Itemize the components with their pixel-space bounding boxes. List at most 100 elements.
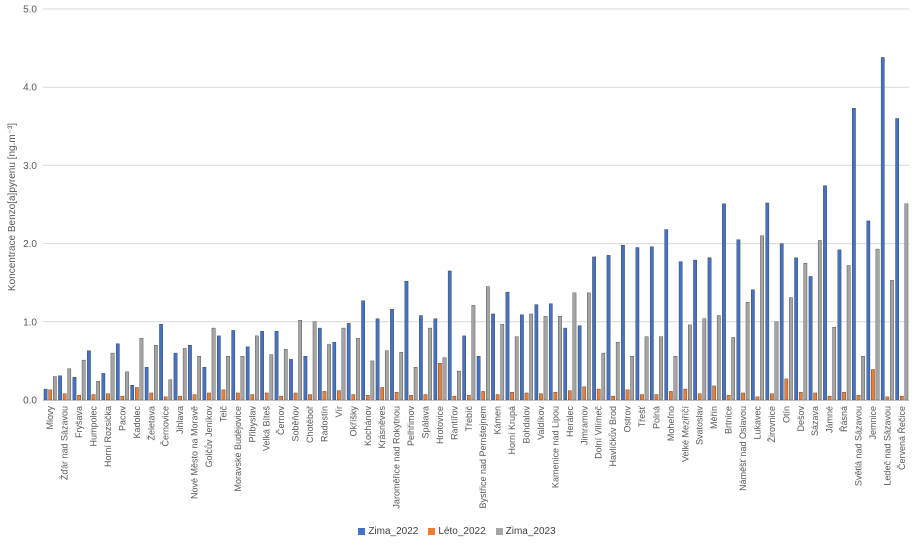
bar-zima_2022 [231,330,236,401]
bar-zima_2023 [327,344,331,401]
bar-zima_2023 [67,368,72,401]
bar-zima_2022 [693,259,697,401]
bar-léto_2022 [654,394,659,401]
bar-zima_2022 [101,373,106,401]
bar-zima_2022 [159,323,163,401]
x-tick-label: Kamenice nad Lipou [550,406,560,488]
x-tick-label: Chotěboř [305,405,315,443]
bar-zima_2022 [621,244,625,401]
bar-léto_2022 [871,369,875,401]
bar-léto_2022 [264,392,269,401]
x-tick-label: Telč [218,406,228,423]
y-tick-label: 5.0 [23,5,37,16]
bar-zima_2023 [731,337,736,401]
bar-zima_2023 [630,356,634,401]
bar-zima_2022 [289,359,293,401]
bar-léto_2022 [163,396,168,401]
bar-zima_2023 [572,292,577,401]
bar-léto_2022 [827,395,832,401]
bar-léto_2022 [611,395,615,401]
legend: Zima_2022 Léto_2022 Zima_2023 [0,526,914,537]
bar-zima_2022 [707,257,712,401]
bar-zima_2022 [664,229,669,401]
bar-zima_2022 [880,57,885,401]
bar-zima_2022 [505,291,510,401]
bar-léto_2022 [409,395,413,401]
x-tick-label: Třebíč [464,406,474,432]
bar-zima_2022 [808,276,813,401]
bar-léto_2022 [596,388,601,401]
bar-léto_2022 [784,378,789,401]
bar-zima_2022 [491,313,495,401]
y-axis-label: Koncentrace Benzo[a]pyrenu [ng.m⁻³] [7,123,18,291]
bar-léto_2022 [697,393,702,401]
x-tick-label: Černovice [161,406,171,447]
x-tick-label: Ostrov [623,406,633,433]
bar-léto_2022 [885,396,890,401]
bar-zima_2022 [419,315,423,401]
bar-léto_2022 [712,385,716,401]
bar-zima_2022 [361,300,365,401]
bar-zima_2023 [644,336,649,401]
bar-zima_2023 [615,341,620,401]
bar-léto_2022 [524,392,529,401]
bar-zima_2023 [601,352,606,401]
bar-zima_2023 [817,240,822,401]
bar-zima_2022 [87,350,91,401]
x-tick-label: Humpolec [89,406,99,447]
bar-léto_2022 [553,392,558,401]
legend-label: Zima_2022 [368,526,419,537]
bar-zima_2023 [110,352,115,401]
bar-zima_2023 [81,359,86,401]
x-tick-label: Rantířov [449,406,459,441]
x-tick-label: Světlá nad Sázavou [853,406,863,486]
bar-zima_2022 [823,185,827,401]
x-tick-label: Sázava [810,406,820,436]
x-tick-label: Soběňov [291,406,301,442]
bar-zima_2022 [779,243,784,401]
x-tick-label: Mlovy [45,406,55,430]
bar-zima_2023 [442,357,447,401]
x-tick-label: Fryšava [74,406,84,438]
x-tick-label: Spálava [420,406,430,439]
bar-zima_2023 [846,265,851,401]
x-tick-label: Jemnice [868,406,878,440]
legend-item: Zima_2023 [495,526,556,537]
bar-zima_2023 [875,248,880,401]
bar-zima_2023 [688,324,692,401]
bar-zima_2022 [346,323,351,401]
bar-léto_2022 [106,393,110,401]
bar-zima_2022 [794,257,798,401]
bar-zima_2023 [471,305,476,401]
x-tick-label: Nové Město na Moravě [190,406,200,499]
x-tick-label: Jimramov [579,406,589,446]
bar-léto_2022 [77,395,81,401]
bar-léto_2022 [452,395,457,401]
bar-léto_2022 [741,392,745,401]
bar-zima_2023 [702,318,707,401]
x-tick-label: Otín [781,406,791,423]
bar-zima_2023 [255,335,259,401]
bar-zima_2023 [803,262,808,401]
gridlines [43,8,909,323]
bar-zima_2023 [283,348,288,401]
bar-zima_2023 [341,327,346,401]
x-tick-label: Bystřice nad Pernštejnem [478,406,488,509]
bar-zima_2022 [390,309,394,401]
bar-zima_2023 [96,381,100,401]
bar-zima_2023 [182,348,187,401]
bar-zima_2023 [716,315,721,401]
bar-zima_2023 [529,313,533,401]
bar-zima_2023 [774,321,779,401]
bar-zima_2023 [154,345,158,401]
bar-zima_2022 [260,331,264,401]
bar-zima_2022 [462,335,467,401]
bar-léto_2022 [192,394,197,401]
bar-zima_2022 [577,325,582,401]
bars [43,57,909,401]
bar-zima_2022 [476,356,481,401]
bar-zima_2023 [558,316,562,401]
bar-léto_2022 [770,393,774,401]
bar-léto_2022 [365,395,370,401]
bar-zima_2023 [587,292,591,401]
